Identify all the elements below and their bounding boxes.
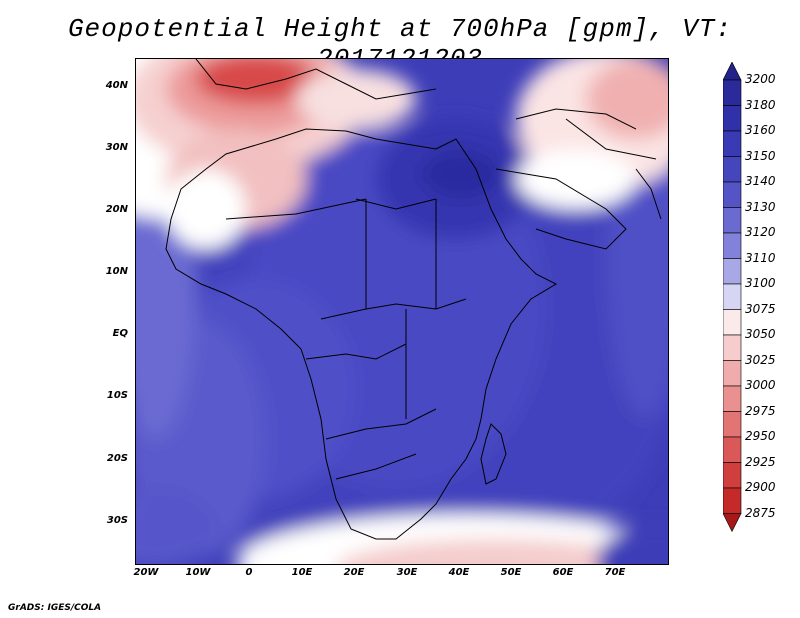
colorbar-swatch: [723, 462, 742, 489]
colorbar-swatch: [723, 232, 742, 259]
colorbar-swatches: [723, 62, 742, 533]
lat-label-20n: 20N: [105, 204, 128, 215]
colorbar-label: 2875: [745, 505, 776, 520]
lat-label-eq: EQ: [112, 328, 128, 339]
colorbar-label: 3200: [745, 72, 776, 86]
colorbar-swatch: [723, 334, 742, 361]
lat-label-10s: 10S: [106, 390, 128, 401]
grads-credit: GrADS: IGES/COLA: [8, 603, 102, 613]
colorbar-label: 3180: [745, 97, 776, 112]
lon-label-60e: 60E: [552, 567, 574, 578]
colorbar-label: 3050: [745, 327, 776, 341]
lat-label-20s: 20S: [106, 453, 128, 464]
colorbar-swatch: [723, 487, 742, 514]
colorbar-label: 3150: [745, 148, 776, 163]
colorbar-swatch: [723, 207, 742, 234]
colorbar-label: 3140: [745, 174, 776, 188]
lon-label-40e: 40E: [448, 567, 470, 578]
coastline-outline: [165, 59, 662, 540]
lon-label-20w: 20W: [133, 567, 159, 578]
colorbar-swatch: [723, 79, 742, 106]
colorbar-swatch: [723, 360, 742, 387]
colorbar-label: 3075: [745, 301, 776, 316]
colorbar-swatch: [723, 283, 742, 310]
map-panel: [135, 58, 669, 565]
colorbar-swatch: [723, 258, 742, 285]
lat-label-10n: 10N: [105, 266, 128, 277]
lon-label-70e: 70E: [604, 567, 626, 578]
colorbar-swatch: [723, 105, 742, 132]
lat-label-30n: 30N: [105, 142, 128, 153]
lon-label-10e: 10E: [291, 567, 313, 578]
colorbar-label: 3130: [745, 199, 776, 214]
colorbar-swatch: [723, 181, 742, 208]
colorbar-label: 3110: [745, 250, 776, 265]
colorbar-label: 2950: [745, 429, 776, 443]
colorbar-bottom-arrow: [723, 513, 742, 533]
colorbar-label: 3120: [745, 225, 776, 239]
colorbar-swatch: [723, 130, 742, 157]
colorbar-swatch: [723, 156, 742, 183]
lon-label-30e: 30E: [396, 567, 418, 578]
lat-label-30s: 30S: [106, 515, 128, 526]
colorbar-label: 2975: [745, 403, 776, 418]
colorbar-label: 2925: [745, 454, 776, 469]
lon-label-0: 0: [245, 567, 253, 578]
colorbar-swatch: [723, 436, 742, 463]
geopotential-field: [136, 59, 668, 564]
colorbar-top-arrow: [723, 62, 742, 81]
lon-label-10w: 10W: [185, 567, 211, 578]
colorbar-label: 3025: [745, 352, 776, 367]
colorbar-swatch: [723, 309, 742, 336]
colorbar-swatch: [723, 411, 742, 438]
lat-label-40n: 40N: [105, 80, 128, 91]
colorbar-swatch: [723, 385, 742, 412]
lon-label-20e: 20E: [343, 567, 365, 578]
lon-label-50e: 50E: [500, 567, 522, 578]
colorbar-label: 3160: [745, 123, 776, 137]
colorbar-label: 2900: [745, 480, 776, 494]
colorbar-label: 3000: [745, 378, 776, 392]
colorbar-label: 3100: [745, 276, 776, 290]
